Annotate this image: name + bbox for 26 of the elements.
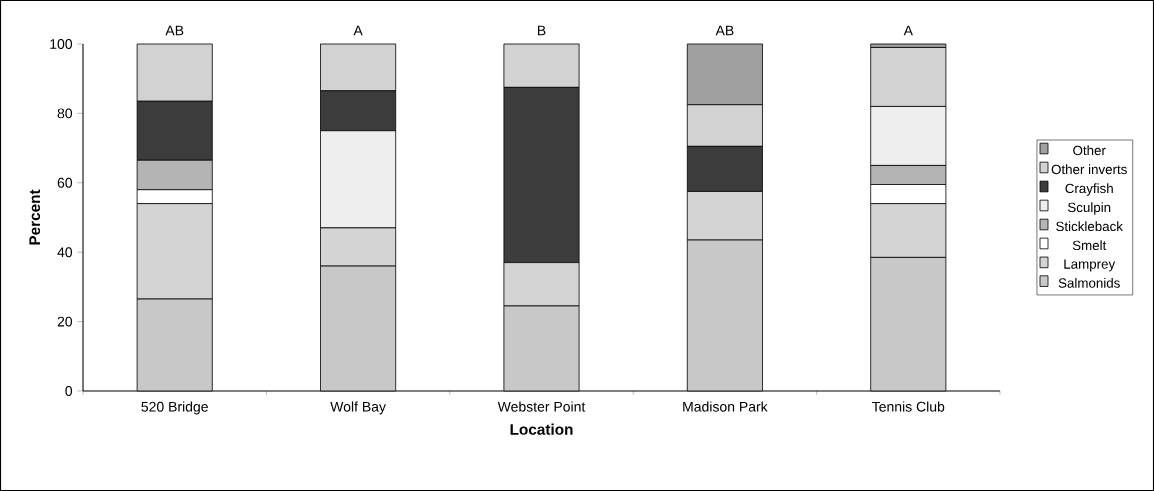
- annotation: A: [353, 25, 363, 36]
- x-tick-label: Wolf Bay: [330, 401, 386, 415]
- x-tick-label: Madison Park: [683, 401, 768, 412]
- legend-label: Stickleback: [1056, 221, 1123, 232]
- x-axis-title: Location: [510, 423, 573, 435]
- legend-label: Other: [1073, 145, 1106, 156]
- legend-label: Sculpin: [1067, 202, 1111, 215]
- y-tick-label: 100: [50, 39, 73, 49]
- x-tick-label: Tennis Club: [872, 401, 945, 412]
- y-tick-label: 80: [57, 108, 73, 119]
- legend-label: Salmonids: [1058, 277, 1120, 288]
- annotation: A: [903, 25, 913, 36]
- y-tick-label: 60: [57, 177, 73, 188]
- x-tick-label: 520 Bridge: [141, 401, 208, 415]
- legend-label: Smelt: [1072, 240, 1107, 251]
- annotation: B: [537, 25, 546, 36]
- x-tick-label: Webster Point: [497, 401, 586, 412]
- y-tick-label: 40: [57, 247, 73, 258]
- legend-label: Lamprey: [1064, 259, 1116, 272]
- annotation: AB: [165, 25, 184, 36]
- annotation: AB: [715, 25, 734, 36]
- y-tick-label: 0: [65, 386, 73, 396]
- y-axis-title: Percent: [29, 189, 41, 245]
- y-tick-label: 20: [57, 316, 73, 327]
- legend-label: Crayfish: [1065, 183, 1113, 196]
- legend-label: Other inverts: [1051, 164, 1127, 175]
